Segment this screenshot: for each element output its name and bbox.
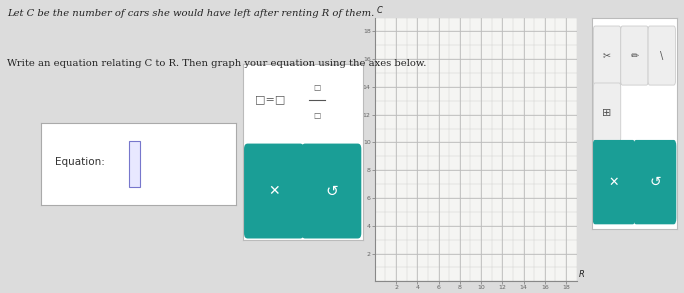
Text: Write an equation relating C to R. Then graph your equation using the axes below: Write an equation relating C to R. Then … — [7, 59, 426, 68]
Text: ↺: ↺ — [649, 175, 661, 189]
Text: ✏: ✏ — [631, 51, 638, 61]
FancyBboxPatch shape — [621, 26, 648, 85]
Text: \: \ — [660, 51, 663, 61]
Text: ↺: ↺ — [325, 183, 338, 199]
Text: ✕: ✕ — [268, 184, 280, 198]
FancyBboxPatch shape — [633, 140, 676, 224]
Text: Equation:: Equation: — [55, 157, 105, 167]
FancyBboxPatch shape — [593, 83, 621, 142]
Text: ✕: ✕ — [609, 176, 619, 189]
FancyBboxPatch shape — [302, 144, 361, 239]
FancyBboxPatch shape — [592, 140, 635, 224]
FancyBboxPatch shape — [593, 26, 621, 85]
Text: □=□: □=□ — [254, 95, 285, 105]
Text: □: □ — [313, 83, 321, 92]
FancyBboxPatch shape — [244, 144, 304, 239]
Text: R: R — [579, 270, 585, 279]
Text: □: □ — [313, 111, 321, 120]
Text: ✂: ✂ — [603, 51, 611, 61]
Text: C: C — [377, 6, 383, 15]
FancyBboxPatch shape — [648, 26, 675, 85]
Text: Let C be the number of cars she would have left after renting R of them.: Let C be the number of cars she would ha… — [7, 9, 374, 18]
Text: ⊞: ⊞ — [603, 108, 611, 117]
FancyBboxPatch shape — [129, 141, 140, 187]
